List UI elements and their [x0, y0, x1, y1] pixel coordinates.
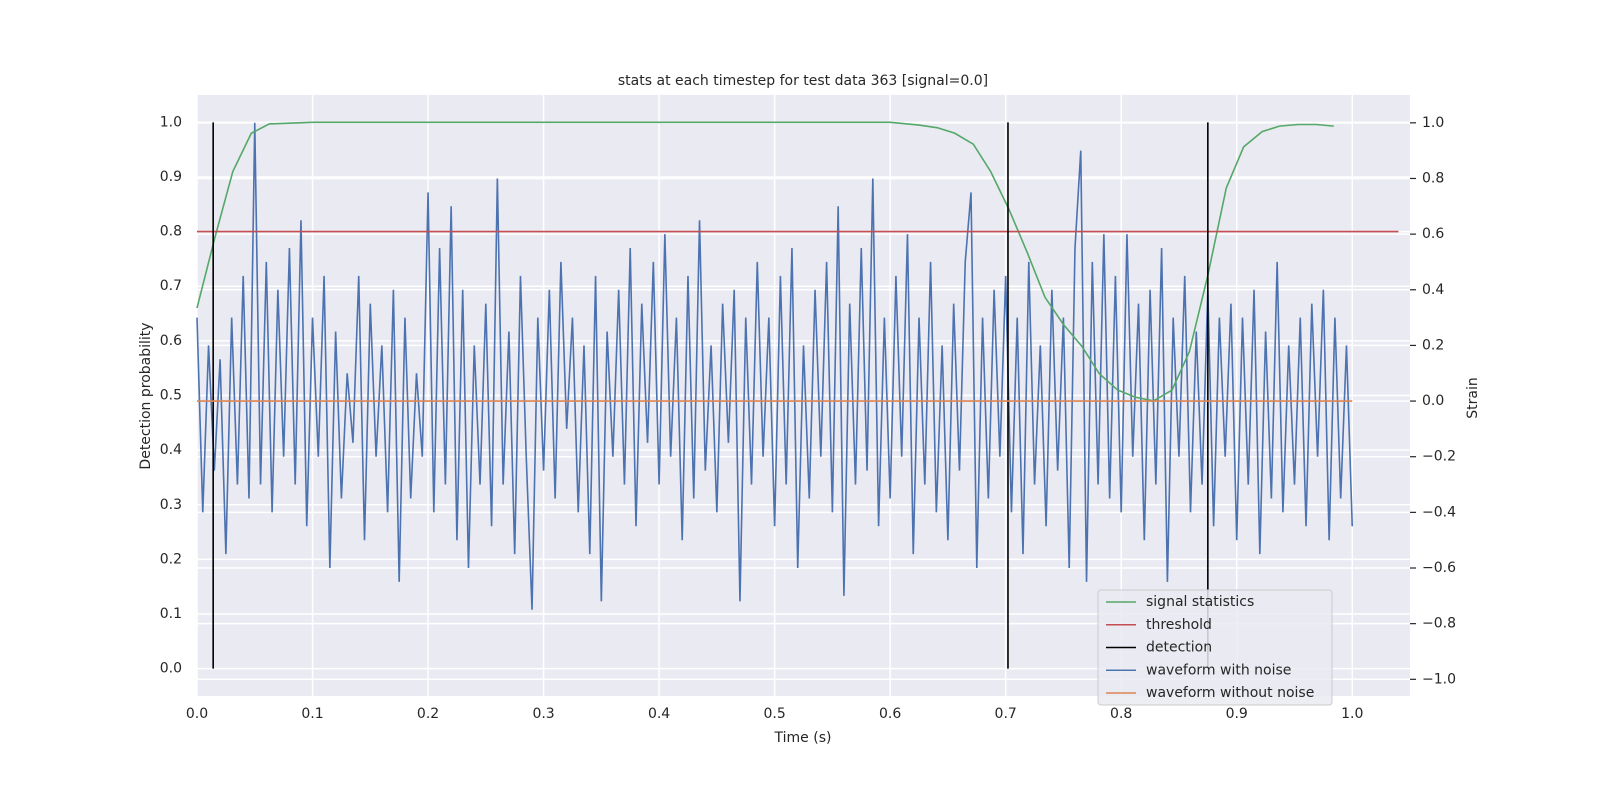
- y2-axis-label: Strain: [1465, 377, 1481, 418]
- y-tick-label: 0.3: [160, 497, 182, 513]
- x-tick-label: 0.4: [648, 706, 670, 722]
- y-tick-label: 0.9: [160, 169, 182, 185]
- series-line: [196, 121, 1334, 402]
- y-tick-label: 0.6: [160, 333, 182, 349]
- x-tick-label: 0.3: [532, 706, 554, 722]
- y2-tick-label: 0.8: [1422, 170, 1444, 186]
- series-line: [196, 122, 1354, 610]
- y-tick-label: 0.2: [160, 551, 182, 567]
- legend-label: detection: [1146, 640, 1212, 656]
- legend-label: waveform without noise: [1146, 685, 1314, 701]
- legend-label: waveform with noise: [1146, 662, 1291, 678]
- y2-tick-label: −0.8: [1422, 616, 1456, 632]
- y-tick-label: 0.8: [160, 224, 182, 240]
- y-tick-label: 0.5: [160, 388, 182, 404]
- y-tick-label: 0.4: [160, 442, 182, 458]
- x-tick-label: 0.9: [1226, 706, 1248, 722]
- y-tick-label: 0.0: [160, 661, 182, 677]
- legend-label: threshold: [1146, 617, 1212, 633]
- x-tick-label: 0.5: [763, 706, 785, 722]
- y2-tick-label: 0.4: [1422, 282, 1444, 298]
- y2-tick-label: 0.0: [1422, 393, 1444, 409]
- y2-tick-label: −0.6: [1422, 560, 1456, 576]
- x-tick-label: 0.1: [301, 706, 323, 722]
- x-tick-label: 0.6: [879, 706, 901, 722]
- x-axis-label: Time (s): [774, 730, 832, 746]
- x-tick-label: 0.8: [1110, 706, 1132, 722]
- y-tick-label: 0.7: [160, 278, 182, 294]
- y2-tick-label: −1.0: [1422, 671, 1456, 687]
- x-tick-label: 1.0: [1341, 706, 1363, 722]
- legend-box: [1097, 589, 1333, 706]
- chart-title: stats at each timestep for test data 363…: [618, 73, 988, 89]
- y2-tick-label: −0.2: [1422, 449, 1456, 465]
- x-tick-label: 0.7: [995, 706, 1017, 722]
- y-tick-label: 1.0: [160, 114, 182, 130]
- y2-tick-label: −0.4: [1422, 504, 1456, 520]
- x-tick-label: 0.2: [417, 706, 439, 722]
- legend-label: signal statistics: [1146, 594, 1254, 610]
- y2-tick-label: 1.0: [1422, 115, 1444, 131]
- y2-tick-label: 0.6: [1422, 226, 1444, 242]
- y2-tick-label: 0.2: [1422, 337, 1444, 353]
- y-axis-label: Detection probability: [138, 322, 154, 469]
- y-tick-label: 0.1: [160, 606, 182, 622]
- x-tick-label: 0.0: [186, 706, 208, 722]
